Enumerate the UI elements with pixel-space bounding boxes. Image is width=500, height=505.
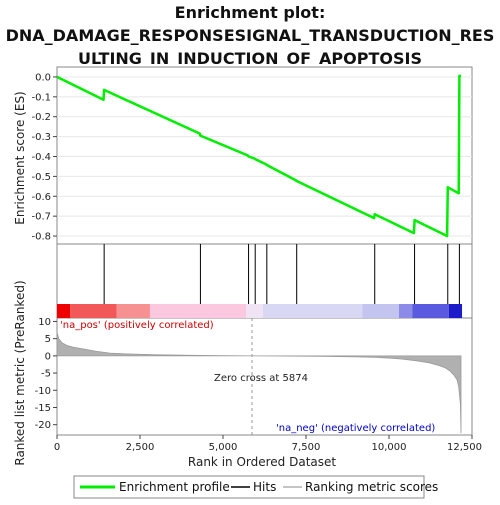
es-tick-label: -0.4 <box>31 152 51 163</box>
metric-tick-label: -15 <box>35 403 51 414</box>
heat-bar-segment <box>57 304 70 318</box>
x-axis-label: Rank in Ordered Dataset <box>188 455 336 469</box>
es-tick-label: -0.5 <box>31 172 51 183</box>
chart-title-line-1: Enrichment plot: <box>175 3 326 22</box>
legend-label-enrichment-profile: Enrichment profile <box>119 480 230 494</box>
legend-label-ranking-metric: Ranking metric scores <box>305 480 438 494</box>
es-tick-label: -0.2 <box>31 112 51 123</box>
chart-title-line-2: DNA_DAMAGE_RESPONSESIGNAL_TRANSDUCTION_R… <box>6 26 495 45</box>
x-tick-label: 2,500 <box>126 442 155 453</box>
metric-tick-label: 10 <box>38 317 51 328</box>
metric-tick-label: -20 <box>35 420 51 431</box>
es-y-axis-label: Enrichment score (ES) <box>13 91 27 224</box>
heat-bar-segment <box>412 304 449 318</box>
es-tick-label: -0.3 <box>31 132 51 143</box>
x-tick-label: 10,000 <box>372 442 407 453</box>
metric-tick-label: 5 <box>45 334 51 345</box>
metric-tick-label: -10 <box>35 386 51 397</box>
es-y-axis-ticks: 0.0 -0.1 -0.2 -0.3 -0.4 -0.5 -0.6 -0.7 -0.8 <box>31 72 57 242</box>
es-tick-label: -0.8 <box>31 232 51 243</box>
x-axis-ticks: 0 2,500 5,000 7,500 10,000 12,500 <box>54 435 482 453</box>
es-tick-label: -0.7 <box>31 212 51 223</box>
heat-bar-segment <box>117 304 150 318</box>
x-tick-label: 12,500 <box>447 442 482 453</box>
ranked-list-heat-bar <box>57 304 462 318</box>
heat-bar-segment <box>399 304 412 318</box>
metric-tick-label: -5 <box>41 369 51 380</box>
pos-correlated-label: 'na_pos' (positively correlated) <box>60 320 214 331</box>
chart-title-line-3: ULTING_IN_INDUCTION_OF_APOPTOSIS <box>78 49 422 68</box>
es-tick-label: 0.0 <box>35 72 51 83</box>
zero-cross-label: Zero cross at 5874 <box>214 373 308 384</box>
neg-correlated-label: 'na_neg' (negatively correlated) <box>276 423 435 434</box>
legend-label-hits: Hits <box>253 480 276 494</box>
heat-bar-segment <box>362 304 399 318</box>
x-tick-label: 0 <box>54 442 60 453</box>
x-tick-label: 5,000 <box>209 442 238 453</box>
metric-y-axis-label: Ranked list metric (PreRanked) <box>13 280 27 465</box>
x-tick-label: 7,500 <box>292 442 321 453</box>
legend: Enrichment profile Hits Ranking metric s… <box>74 476 438 498</box>
es-tick-label: -0.6 <box>31 192 51 203</box>
heat-bar-segment <box>449 304 462 318</box>
heat-bar-segment <box>150 304 246 318</box>
es-panel-frame <box>57 67 472 244</box>
metric-tick-label: 0 <box>45 351 51 362</box>
metric-y-axis-ticks: 10 5 0 -5 -10 -15 -20 <box>35 317 57 431</box>
heat-bar-segment <box>70 304 116 318</box>
heat-bar-segment <box>263 304 363 318</box>
es-tick-label: -0.1 <box>31 92 51 103</box>
heat-bar-segment <box>246 304 263 318</box>
